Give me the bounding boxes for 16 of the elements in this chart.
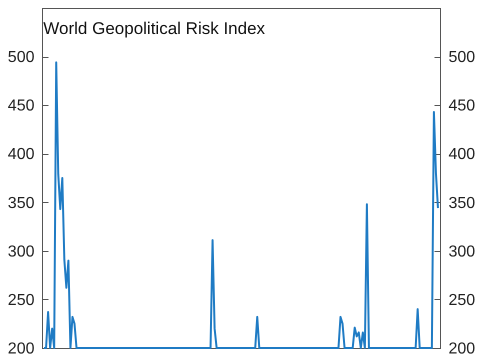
y-tick-label: 450 [8,98,35,115]
line-series [43,61,439,349]
y2-tick-label: 500 [448,49,476,66]
y-tick-label: 250 [8,292,35,309]
y-tick-label: 350 [8,194,35,212]
y2-tick-label: 250 [448,292,476,309]
y2-tick-label: 300 [448,243,476,260]
y-tick-label: 200 [8,340,35,358]
y2-tick-label: 450 [448,98,476,115]
y2-tick-label: 200 [448,340,476,358]
y-tick-label: 400 [8,146,35,164]
y2-tick-label: 350 [448,194,476,212]
y2-tick-label: 400 [448,146,476,164]
y-tick-label: 300 [8,243,35,260]
text: World Geopolitical Risk Index [43,19,266,38]
y-tick-label: 500 [8,49,35,66]
